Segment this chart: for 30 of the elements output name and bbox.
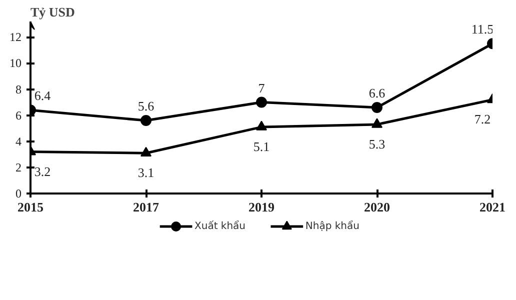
point xyxy=(140,115,152,126)
point xyxy=(256,120,267,130)
y-tick-label: 0 xyxy=(16,186,22,200)
data-label: 7.2 xyxy=(474,112,491,127)
y-axis-title: Tỷ USD xyxy=(30,4,75,20)
data-label: 5.3 xyxy=(368,136,386,152)
y-tick-label: 8 xyxy=(16,82,22,96)
point xyxy=(372,102,382,113)
data-label: 3.2 xyxy=(34,164,51,179)
data-label: 5.1 xyxy=(253,139,270,154)
legend-label: Nhập khẩu xyxy=(305,220,360,232)
y-tick-label: 4 xyxy=(16,134,22,148)
point xyxy=(372,118,382,128)
data-label: 6.6 xyxy=(368,86,386,100)
y-tick-label: 12 xyxy=(10,30,22,44)
x-tick-label: 2017 xyxy=(133,200,160,214)
data-label: 5.6 xyxy=(138,98,155,114)
point xyxy=(256,96,267,108)
data-label: 3.1 xyxy=(138,165,154,180)
point xyxy=(140,146,152,156)
y-tick-label: 6 xyxy=(16,108,22,122)
x-tick-label: 2015 xyxy=(18,200,44,214)
x-tick-label: 2020 xyxy=(364,200,390,214)
data-label: 6.4 xyxy=(34,88,52,104)
x-tick-label: 2021 xyxy=(480,200,506,214)
data-label: 7 xyxy=(258,80,266,96)
y-tick-label: 10 xyxy=(10,56,22,70)
y-tick-label: 2 xyxy=(16,160,22,174)
x-tick-label: 2019 xyxy=(248,200,275,214)
legend-label: Xuất khẩu xyxy=(194,220,246,232)
